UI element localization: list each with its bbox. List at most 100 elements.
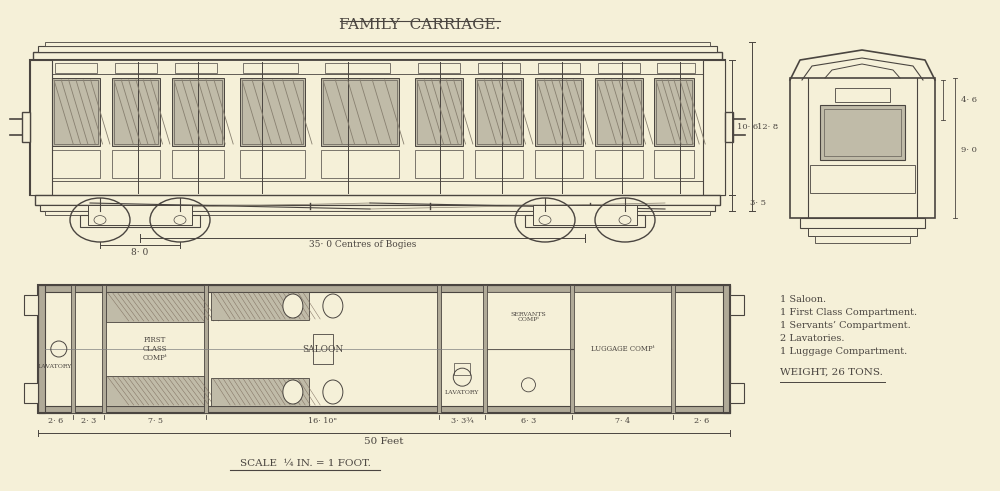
Text: 12· 8: 12· 8	[757, 123, 778, 131]
Bar	[820, 105, 905, 160]
Bar	[30, 60, 52, 195]
Ellipse shape	[283, 380, 303, 404]
Text: SALOON: SALOON	[302, 345, 343, 354]
Bar	[535, 150, 583, 178]
Bar	[33, 181, 722, 195]
Bar	[321, 78, 399, 146]
Text: 1 Saloon.: 1 Saloon.	[780, 295, 826, 304]
Bar	[33, 60, 722, 74]
Bar	[24, 295, 38, 315]
Text: 16· 10": 16· 10"	[308, 417, 337, 425]
Ellipse shape	[283, 294, 303, 318]
Bar	[325, 63, 390, 73]
Bar	[835, 88, 890, 102]
Text: FAMILY  CARRIAGE.: FAMILY CARRIAGE.	[339, 18, 501, 32]
Bar	[30, 60, 725, 195]
Bar	[45, 42, 710, 46]
Text: 1 Servants’ Compartment.: 1 Servants’ Compartment.	[780, 321, 911, 330]
Bar	[808, 228, 917, 236]
Ellipse shape	[323, 380, 343, 404]
Bar	[40, 205, 715, 211]
Bar	[671, 285, 675, 413]
Bar	[656, 80, 692, 144]
Bar	[595, 78, 643, 146]
Bar	[654, 78, 694, 146]
Bar	[323, 80, 397, 144]
Text: LAVATORY: LAVATORY	[445, 390, 479, 395]
Text: 3· 5: 3· 5	[750, 199, 766, 207]
Bar	[537, 80, 581, 144]
Bar	[321, 150, 399, 178]
Text: LUGGAGE COMPᵗ: LUGGAGE COMPᵗ	[591, 345, 654, 353]
Bar	[114, 80, 158, 144]
Bar	[242, 80, 303, 144]
Bar	[211, 378, 309, 406]
Bar	[52, 150, 100, 178]
Text: 4· 6: 4· 6	[961, 96, 977, 104]
Bar	[810, 165, 915, 193]
Text: 1 First Class Compartment.: 1 First Class Compartment.	[780, 308, 917, 317]
Bar	[415, 78, 463, 146]
Bar	[475, 150, 523, 178]
Bar	[535, 78, 583, 146]
Bar	[71, 285, 75, 413]
Bar	[174, 80, 222, 144]
Bar	[475, 78, 523, 146]
Bar	[723, 285, 730, 413]
Bar	[52, 78, 100, 146]
Bar	[418, 63, 460, 73]
Bar	[38, 285, 730, 292]
Bar	[483, 285, 487, 413]
Bar	[538, 63, 580, 73]
Bar	[55, 63, 97, 73]
Bar	[454, 363, 470, 375]
Bar	[211, 292, 309, 320]
Bar	[800, 218, 925, 228]
Bar	[24, 383, 38, 403]
Text: WEIGHT, 26 TONS.: WEIGHT, 26 TONS.	[780, 368, 883, 377]
Bar	[106, 376, 204, 406]
Bar	[38, 46, 717, 52]
Bar	[657, 63, 695, 73]
Bar	[824, 109, 901, 156]
Bar	[80, 215, 200, 227]
Bar	[790, 78, 935, 218]
Text: 7· 4: 7· 4	[615, 417, 630, 425]
Bar	[240, 150, 305, 178]
Bar	[22, 112, 30, 142]
Text: 2· 6: 2· 6	[48, 417, 63, 425]
Text: FIRST
CLASS
COMPᵗ: FIRST CLASS COMPᵗ	[143, 336, 167, 362]
Bar	[417, 80, 461, 144]
Bar	[598, 63, 640, 73]
Text: 8· 0: 8· 0	[131, 247, 149, 256]
Bar	[815, 236, 910, 243]
Bar	[313, 334, 333, 364]
Bar	[38, 406, 730, 413]
Bar	[595, 150, 643, 178]
Text: 3· 3¾: 3· 3¾	[451, 417, 474, 425]
Bar	[725, 112, 733, 142]
Bar	[35, 195, 720, 205]
Text: SCALE  ¼ IN. = 1 FOOT.: SCALE ¼ IN. = 1 FOOT.	[240, 459, 370, 467]
Text: 1 Luggage Compartment.: 1 Luggage Compartment.	[780, 347, 907, 356]
Bar	[570, 285, 574, 413]
Bar	[115, 63, 157, 73]
Text: 7· 5: 7· 5	[148, 417, 163, 425]
Bar	[112, 78, 160, 146]
Bar	[574, 292, 671, 406]
Bar	[478, 63, 520, 73]
Bar	[487, 292, 570, 349]
Text: 50 Feet: 50 Feet	[364, 436, 404, 445]
Bar	[415, 150, 463, 178]
Bar	[533, 205, 637, 225]
Bar	[172, 78, 224, 146]
Bar	[54, 80, 98, 144]
Ellipse shape	[323, 294, 343, 318]
Bar	[243, 63, 298, 73]
Bar	[175, 63, 217, 73]
Bar	[703, 60, 725, 195]
Text: 2· 6: 2· 6	[694, 417, 709, 425]
Text: 9· 0: 9· 0	[961, 146, 977, 154]
Text: 6· 3: 6· 3	[521, 417, 536, 425]
Bar	[45, 211, 710, 215]
